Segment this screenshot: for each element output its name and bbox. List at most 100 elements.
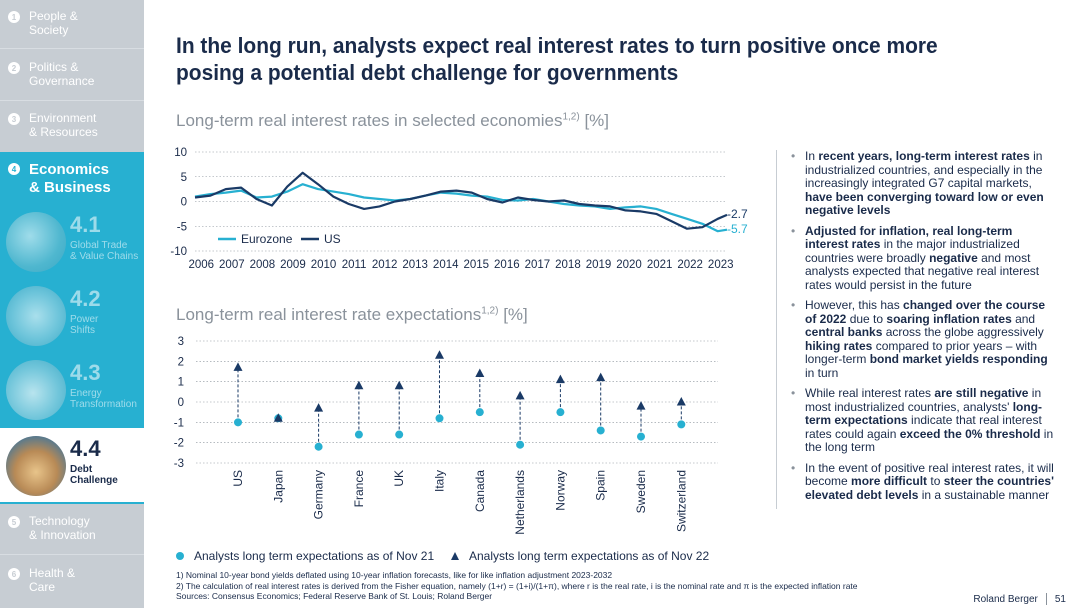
chart1-x-tick-label: 2021 [647,259,673,271]
bullet-emphasis: steer the countries' elevated debt level… [805,474,1054,502]
legend-nov22-label: Analysts long term expectations as of No… [469,549,710,563]
chart1-y-tick-label: 5 [181,172,187,184]
power-shifts-thumbnail-icon [6,286,66,346]
nav-item-label: Environment & Resources [29,111,98,139]
chart1-x-tick-label: 2018 [555,259,581,271]
subnav-label: Debt Challenge [70,464,118,486]
chart1-x-tick-label: 2012 [372,259,398,271]
chart2-title: Long-term real interest rate expectation… [176,305,528,325]
nav-section-header[interactable]: 4 Economics & Business [8,161,111,197]
chart1-x-tick-label: 2013 [402,259,428,271]
nav-item-people-society[interactable]: 1 People & Society [0,9,144,37]
legend-nov21-label: Analysts long term expectations as of No… [194,549,435,563]
chart2-point-nov21 [596,426,605,435]
chart1-end-label-us: -2.7 [727,207,748,221]
bullet-emphasis: changed over the course of 2022 [805,298,1046,326]
subnav-label: Energy Transformation [70,388,137,410]
subnav-label: Global Trade & Value Chains [70,240,139,262]
chart2-y-tick-label: 2 [178,356,184,368]
energy-thumbnail-icon [6,360,66,420]
subnav-energy-transformation[interactable]: 4.3 Energy Transformation [0,352,144,426]
bullet-point: However, this has changed over the cours… [789,298,1056,380]
sidebar: 1 People & Society 2 Politics & Governan… [0,0,144,608]
legend-nov22: Analysts long term expectations as of No… [451,549,709,563]
nav-item-technology-innovation[interactable]: 5 Technology & Innovation [0,514,144,542]
chart2-point-nov22 [555,374,565,384]
chart2-point-nov21 [314,442,323,451]
nav-number-badge: 3 [8,113,20,125]
chart1-labels: 2006 2007 2008 2009 2010 2011 2012 2013 2014 2015… [188,207,748,271]
nav-number-badge: 6 [8,568,20,580]
global-trade-thumbnail-icon [6,212,66,272]
nav-item-health-care[interactable]: 6 Health & Care [0,566,144,594]
bullet-text: and most analysts expected that negative… [805,250,1040,292]
chart2-point-nov21 [234,418,242,427]
chart1-series-line-eurozone [194,183,728,233]
chart1-title: Long-term real interest rates in selecte… [176,111,609,131]
chart2-point-nov22 [636,401,646,410]
footnote-1: 1) Nominal 10-year bond yields deflated … [176,570,613,580]
chart2-point-nov22 [596,372,606,382]
circle-marker-icon [176,552,184,560]
chart1-series-line-us [194,171,728,230]
bullet-text: in the long term [805,426,1054,454]
subnav-power-shifts[interactable]: 4.2 Power Shifts [0,278,144,352]
chart1-x-tick-label: 2009 [280,259,306,271]
chart2-x-tick-label: Italy [433,470,447,492]
chart2-x-tick-label: Norway [553,470,567,511]
chart1-x-tick-label: 2015 [463,259,489,271]
bullet-text: However, this has [805,298,904,312]
bullet-point: Adjusted for inflation, real long-term i… [789,223,1056,293]
subnav-global-trade[interactable]: 4.1 Global Trade & Value Chains [0,204,144,278]
chart2-unit: [%] [503,305,528,324]
chart2-x-tick-label: US [231,470,245,487]
nav-divider [0,100,144,101]
subnav-number: 4.1 [70,212,101,237]
footnote-2: 2) The calculation of real interest rate… [176,580,858,591]
chart1-title-text: Long-term real interest rates in selecte… [176,111,563,130]
page-number: 51 [1054,593,1066,605]
nav-item-label: Economics & Business [29,161,111,196]
chart1-x-tick-label: 2006 [188,259,214,271]
chart2-y-tick-label: 1 [178,377,184,389]
chart2-point-nov22 [394,380,404,390]
chart1-x-tick-label: 2011 [342,259,367,271]
chart1-axes: 10 5 0 -5 -10 [170,147,727,258]
coins-thumbnail-icon [6,436,66,496]
chart2-labels: US Japan Germany France UK Italy Canada Netherl… [231,470,688,535]
nav-item-label: Health & Care [29,566,76,594]
chart2-y-tick-label: 3 [178,336,184,348]
bullet-text: While real interest rates [805,386,935,400]
chart1-x-tick-label: 2008 [250,259,276,271]
chart2-point-nov21 [677,420,686,429]
nav-item-politics-governance[interactable]: 2 Politics & Governance [0,60,144,88]
subnav-number: 4.4 [70,436,101,461]
chart1-x-tick-label: 2023 [708,259,734,271]
bullet-text: due to [846,311,887,326]
nav-number-badge: 1 [8,11,20,23]
chart2-y-tick-label: -3 [174,458,184,470]
chart1-x-tick-label: 2017 [525,259,551,271]
chart2-series [233,350,686,451]
bullet-emphasis: soaring inflation rates [886,311,1012,326]
chart1-x-tick-label: 2014 [433,259,459,271]
chart2-point-nov21 [395,430,404,439]
chart2-point-nov22 [354,380,364,390]
brand-name: Roland Berger [973,593,1038,605]
nav-divider [0,48,144,49]
chart1-legend: Eurozone US [218,232,341,246]
nav-item-environment-resources[interactable]: 3 Environment & Resources [0,111,144,139]
nav-item-label: Politics & Governance [29,60,95,88]
bullet-emphasis: have been converging toward low or even … [805,189,1044,217]
nav-number-badge: 5 [8,516,20,528]
bullet-text: In the event of positive real interest r… [805,460,1054,488]
chart2-point-nov21 [556,408,565,417]
chart1-x-tick-label: 2022 [677,259,703,271]
subnav-debt-challenge[interactable]: 4.4 Debt Challenge [0,428,144,502]
chart1-y-tick-label: 0 [181,197,187,209]
nav-item-economics-business[interactable]: 4 Economics & Business 4.1 Global Trade … [0,152,144,504]
bullet-emphasis: Adjusted for inflation, real long-term i… [805,223,1013,251]
chart2-y-tick-label: -2 [174,438,184,450]
footnotes: 1) Nominal 10-year bond yields deflated … [176,570,858,602]
bullet-text: in the major industrialized countries we… [805,237,1020,265]
